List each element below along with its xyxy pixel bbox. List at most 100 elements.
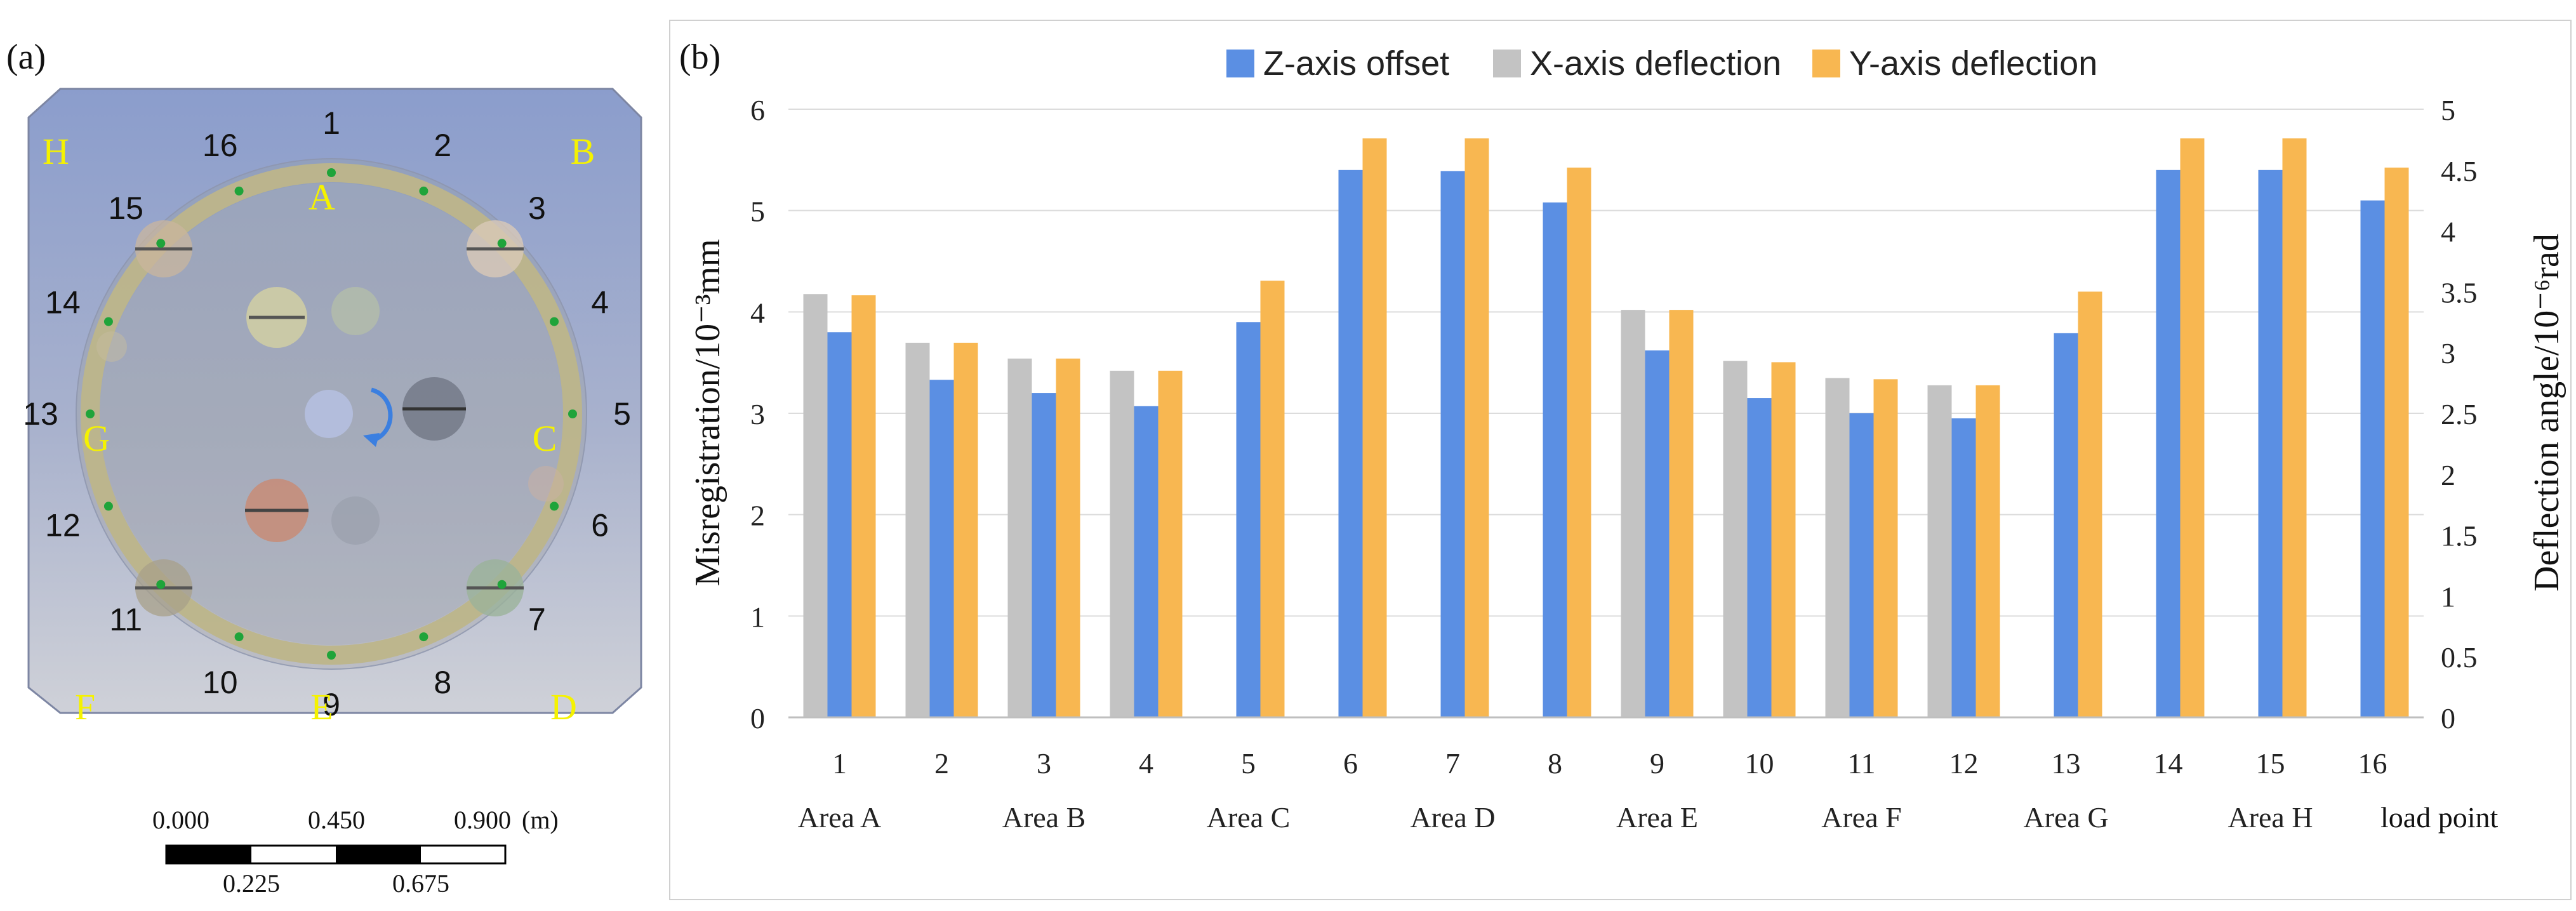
y-tick-label-right: 2: [2441, 459, 2455, 491]
point-number-label: 4: [591, 285, 609, 321]
panel-b-label: (b): [679, 37, 720, 77]
scale-label-900: 0.900: [454, 806, 511, 834]
point-number-label: 2: [434, 128, 451, 163]
point-number-label: 5: [613, 396, 631, 432]
x-tick-label: 8: [1548, 747, 1562, 780]
area-label: Area F: [1821, 801, 1901, 834]
scale-bar-segment: [166, 846, 251, 863]
bar-y-axis-deflection: [1464, 138, 1489, 717]
chart-frame: [669, 20, 2572, 900]
legend-label-x: X-axis deflection: [1530, 44, 1781, 83]
x-tick-label: 4: [1139, 747, 1153, 780]
x-tick-label: 7: [1445, 747, 1460, 780]
bar-x-axis-deflection: [905, 342, 930, 717]
bar-z-axis-offset: [2360, 200, 2385, 717]
area-letter-a: A: [309, 176, 335, 218]
bar-x-axis-deflection: [1007, 358, 1032, 717]
point-number-label: 15: [108, 190, 143, 226]
y-axis-label-left: Misregistration/10⁻³mm: [688, 239, 727, 586]
bar-z-axis-offset: [1440, 171, 1465, 717]
bar-x-axis-deflection: [803, 294, 828, 717]
point-number-label: 14: [45, 285, 81, 321]
hole: [528, 466, 564, 502]
y-tick-label-left: 3: [750, 398, 765, 430]
y-tick-label-right: 4.5: [2441, 155, 2478, 187]
bar-x-axis-deflection: [1927, 385, 1952, 717]
bar-y-axis-deflection: [1362, 138, 1387, 717]
ring-marker: [327, 168, 336, 177]
panel-a-label: (a): [6, 37, 46, 77]
bar-z-axis-offset: [2258, 170, 2283, 717]
hole: [331, 287, 380, 335]
scale-bar: 0.000 0.450 0.900 (m) 0.225 0.675: [152, 806, 559, 898]
ring-marker: [497, 580, 507, 589]
area-letter-d: D: [550, 686, 577, 728]
scale-label-450: 0.450: [308, 806, 365, 834]
ring-marker: [234, 632, 244, 642]
area-label: Area B: [1002, 801, 1086, 834]
bar-y-axis-deflection: [1669, 310, 1694, 717]
point-number-label: 7: [528, 602, 546, 637]
ring-marker: [419, 632, 428, 642]
bar-y-axis-deflection: [2078, 291, 2102, 717]
bar-y-axis-deflection: [1158, 370, 1183, 717]
ring-marker: [497, 239, 507, 248]
scale-bar-segment: [336, 846, 421, 863]
x-tick-label: 1: [832, 747, 847, 780]
x-tick-label: 9: [1650, 747, 1664, 780]
legend: Z-axis offset X-axis deflection Y-axis d…: [1226, 44, 2097, 83]
area-label: Area D: [1410, 801, 1495, 834]
y-axis-label-right: Deflection angle/10⁻⁶rad: [2527, 234, 2566, 592]
hole: [331, 496, 380, 545]
bars: [803, 138, 2409, 718]
area-label: Area G: [2023, 801, 2108, 834]
scale-label-0: 0.000: [152, 806, 209, 834]
x-tick-label: 13: [2052, 747, 2081, 780]
ring-marker: [156, 239, 166, 248]
y-tick-label-right: 5: [2441, 94, 2455, 126]
bar-z-axis-offset: [1134, 406, 1159, 717]
hole: [96, 331, 127, 362]
x-tick-label: 11: [1847, 747, 1875, 780]
area-letter-b: B: [571, 131, 595, 172]
ring-marker: [550, 502, 559, 511]
bar-x-axis-deflection: [1825, 378, 1850, 717]
y-ticks-right: 0 0.5 1 1.5 2 2.5 3 3.5 4 4.5 5: [2441, 94, 2478, 735]
bar-z-axis-offset: [1236, 322, 1261, 717]
bar-x-axis-deflection: [1110, 370, 1134, 717]
legend-label-z: Z-axis offset: [1263, 44, 1449, 83]
y-tick-label-left: 2: [750, 500, 765, 532]
x-ticks: 1 2 3 4 5 6 7 8 9 10 11 12 13 14 15 16: [832, 747, 2387, 780]
ring-marker: [103, 502, 113, 511]
bar-z-axis-offset: [2054, 333, 2078, 717]
y-tick-label-right: 0.5: [2441, 641, 2478, 674]
y-tick-label-right: 2.5: [2441, 398, 2478, 430]
hole-group: [96, 220, 564, 616]
ring-marker: [327, 651, 336, 660]
point-number-label: 13: [23, 396, 58, 432]
bar-z-axis-offset: [929, 380, 954, 717]
bar-z-axis-offset: [1543, 202, 1567, 718]
bar-z-axis-offset: [827, 332, 852, 717]
y-tick-label-left: 5: [750, 196, 765, 228]
x-tick-label: 3: [1037, 747, 1051, 780]
bar-z-axis-offset: [1951, 418, 1976, 717]
area-label: Area C: [1207, 801, 1291, 834]
bar-z-axis-offset: [1645, 350, 1670, 717]
ring-marker: [156, 580, 166, 589]
y-tick-label-right: 1.5: [2441, 520, 2478, 552]
bar-y-axis-deflection: [1567, 167, 1591, 717]
panel-b: (b) Z-axis offset X-axis deflection Y-ax…: [669, 20, 2572, 900]
legend-swatch-x: [1493, 50, 1521, 77]
bar-z-axis-offset: [1747, 398, 1772, 717]
area-letters: H B A G C E F D: [43, 131, 595, 728]
point-number-label: 11: [109, 602, 142, 637]
area-label: Area A: [798, 801, 882, 834]
point-number-label: 8: [434, 665, 451, 700]
area-letter-f: F: [75, 686, 95, 728]
y-tick-label-left: 6: [750, 94, 765, 126]
area-letter-c: C: [533, 418, 557, 459]
bar-z-axis-offset: [1338, 170, 1363, 717]
